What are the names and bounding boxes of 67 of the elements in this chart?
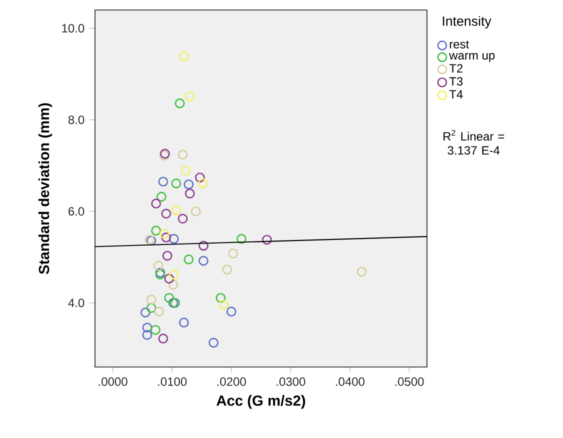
x-tick-label: .0400 <box>336 377 364 386</box>
point <box>142 330 152 340</box>
y-tick-label: 4.0 <box>68 298 84 308</box>
point <box>140 308 150 318</box>
point <box>184 179 194 190</box>
x-tick-label: .0200 <box>217 377 246 386</box>
point <box>184 254 194 264</box>
legend-label: warm up <box>449 53 495 62</box>
point <box>178 150 188 160</box>
point <box>198 256 208 266</box>
legend-title: Intensity <box>442 16 492 28</box>
y-axis-title: Standard deviation (mm) <box>38 103 52 274</box>
point <box>236 234 246 244</box>
point <box>146 303 156 313</box>
text: R$^{2}$ Linear = 3.137 E-4 <box>444 130 504 155</box>
point <box>208 338 219 348</box>
x-tick-label: .0300 <box>276 377 306 386</box>
point <box>198 178 208 188</box>
x-tick-label: .0500 <box>395 377 424 386</box>
legend-label: T2 <box>449 64 463 73</box>
x-tick-label: .0100 <box>158 377 187 386</box>
point <box>164 274 174 284</box>
point <box>171 206 182 216</box>
point <box>150 324 160 335</box>
y-tick-label: 6.0 <box>68 207 84 216</box>
point <box>156 192 166 202</box>
point <box>146 294 156 305</box>
point <box>222 264 232 274</box>
point <box>356 266 367 277</box>
point <box>161 232 172 242</box>
point <box>218 300 229 310</box>
point <box>262 234 272 245</box>
point <box>179 51 189 62</box>
point <box>168 234 179 244</box>
point <box>178 214 188 224</box>
point <box>161 208 172 219</box>
legend-label: T4 <box>449 90 463 98</box>
x-axis-title: Acc (G m/s2) <box>216 395 306 409</box>
x-tick-label: .0000 <box>98 377 128 386</box>
point <box>158 176 168 187</box>
point <box>184 92 195 102</box>
point <box>198 240 208 251</box>
y-tick-label: 8.0 <box>68 116 84 124</box>
point <box>180 166 191 176</box>
point <box>171 178 182 188</box>
point <box>151 226 162 236</box>
y-tick-label: 10.0 <box>62 24 84 33</box>
point <box>164 292 174 303</box>
legend-label: rest <box>450 40 470 48</box>
point <box>226 306 236 317</box>
point <box>216 292 226 303</box>
point <box>154 306 164 317</box>
point <box>168 280 178 290</box>
point <box>195 172 205 182</box>
point <box>190 206 201 216</box>
point <box>162 250 172 261</box>
point <box>151 198 162 209</box>
point <box>158 334 168 344</box>
point <box>168 270 179 280</box>
point <box>174 98 185 108</box>
legend-label: T3 <box>449 77 463 86</box>
point <box>154 260 164 271</box>
point <box>179 318 189 328</box>
point <box>159 228 170 239</box>
point <box>142 322 152 333</box>
point <box>228 248 238 258</box>
point <box>184 188 195 198</box>
